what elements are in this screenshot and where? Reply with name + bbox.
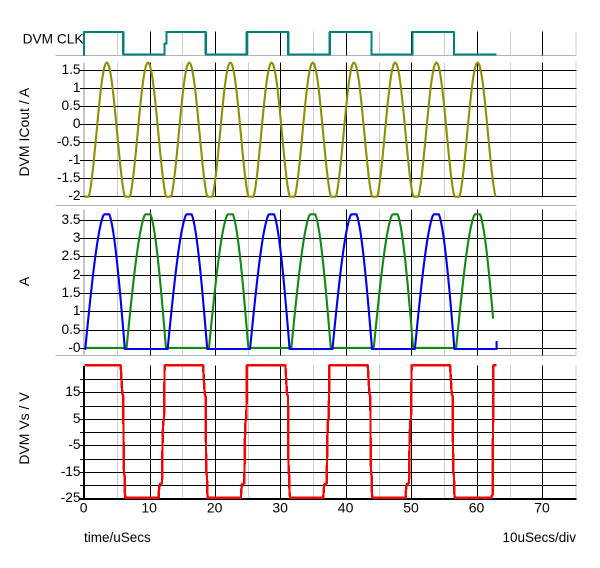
svg-text:DVM ICout / A: DVM ICout / A [16, 87, 32, 176]
svg-text:2: 2 [73, 267, 81, 282]
svg-text:15: 15 [65, 384, 81, 399]
svg-text:time/uSecs: time/uSecs [84, 530, 151, 545]
svg-text:0.5: 0.5 [61, 322, 80, 337]
svg-text:10: 10 [141, 499, 157, 515]
svg-text:-2: -2 [68, 188, 80, 203]
svg-text:3: 3 [73, 230, 81, 245]
svg-text:2.5: 2.5 [61, 248, 80, 263]
svg-text:10uSecs/div: 10uSecs/div [502, 530, 576, 545]
svg-text:20: 20 [207, 499, 223, 515]
svg-text:-5: -5 [68, 437, 81, 452]
svg-text:70: 70 [534, 499, 550, 515]
svg-text:5: 5 [73, 411, 81, 426]
svg-text:30: 30 [272, 499, 288, 515]
svg-text:-25: -25 [61, 490, 81, 505]
svg-text:DVM CLK: DVM CLK [23, 31, 84, 46]
svg-text:0.5: 0.5 [61, 98, 80, 113]
svg-text:A: A [16, 276, 32, 286]
svg-text:0: 0 [80, 499, 88, 515]
svg-text:60: 60 [469, 499, 485, 515]
svg-text:0: 0 [73, 116, 81, 131]
svg-text:-0.5: -0.5 [57, 134, 81, 149]
svg-text:1: 1 [73, 80, 81, 95]
svg-text:-1.5: -1.5 [57, 170, 81, 185]
svg-text:-15: -15 [61, 464, 81, 479]
svg-text:-1: -1 [68, 152, 80, 167]
svg-text:1.5: 1.5 [61, 62, 80, 77]
svg-text:1: 1 [73, 303, 81, 318]
svg-text:DVM Vs / V: DVM Vs / V [16, 392, 32, 465]
svg-text:-0: -0 [68, 340, 81, 355]
svg-text:40: 40 [338, 499, 354, 515]
svg-text:3.5: 3.5 [61, 212, 80, 227]
svg-text:50: 50 [403, 499, 419, 515]
svg-text:1.5: 1.5 [61, 285, 80, 300]
